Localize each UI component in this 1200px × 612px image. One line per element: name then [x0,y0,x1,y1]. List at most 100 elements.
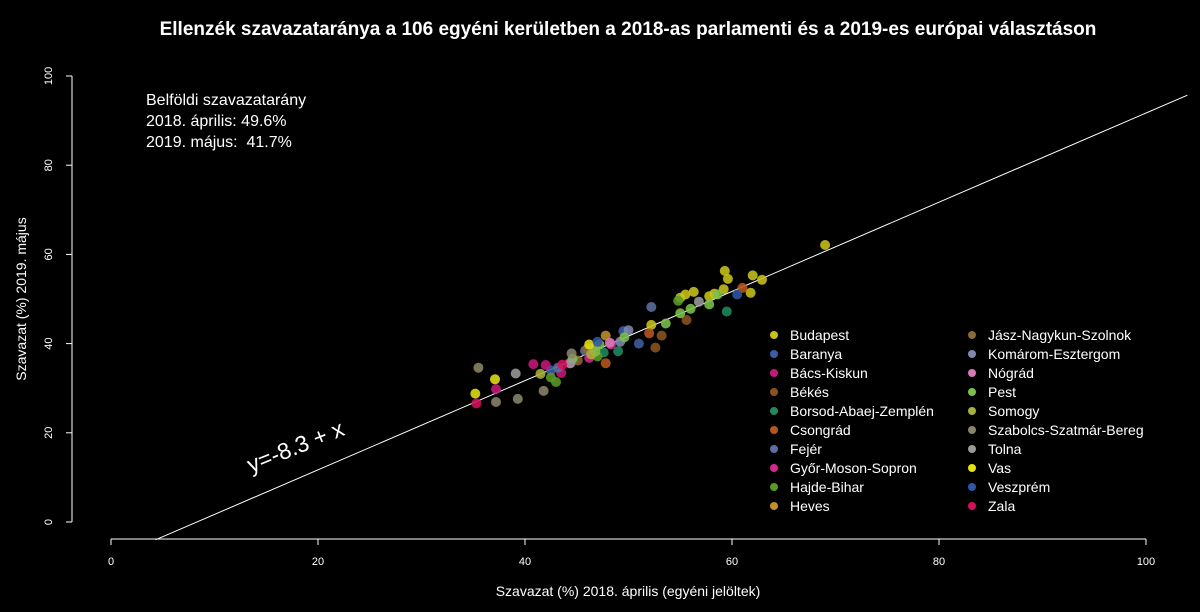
legend-label: Hajde-Bihar [790,479,864,495]
data-point [745,287,756,298]
legend-label: Zala [988,498,1015,514]
data-point [721,306,732,317]
data-point [512,393,523,404]
data-point [685,303,696,314]
data-point [471,398,482,409]
data-point [704,291,715,302]
legend-label: Győr-Moson-Sopron [790,460,917,476]
legend-swatch [770,388,778,396]
data-point [704,299,715,310]
legend-swatch [968,407,976,415]
legend-label: Komárom-Esztergom [988,346,1120,362]
data-point [491,384,501,395]
legend-swatch [968,483,976,491]
data-point [538,385,549,396]
annotation-line-2: 2018. április: 49.6% [146,113,287,130]
data-point [633,338,644,349]
legend-swatch [770,464,778,472]
legend-swatch [968,502,976,510]
x-tick-label: 80 [933,556,945,568]
data-point [757,274,767,285]
x-axis: 0 20 40 60 80 100 [108,538,1155,568]
data-point [712,289,723,300]
x-tick-label: 60 [726,556,738,568]
data-point [535,368,546,379]
data-point [551,377,561,387]
legend-label: Tolna [988,441,1022,457]
legend-swatch [770,426,778,434]
legend-label: Baranya [790,346,842,362]
legend-label: Borsod-Abaej-Zemplén [790,403,934,419]
legend-label: Nógrád [988,365,1034,381]
data-point [490,374,500,385]
legend-label: Budapest [790,327,849,343]
data-point [470,388,481,399]
y-tick-label: 20 [43,427,55,439]
chart-title: Ellenzék szavazataránya a 106 egyéni ker… [160,19,1097,40]
data-point [565,358,576,369]
data-point [693,296,704,307]
legend-swatch [968,331,976,339]
data-point [673,295,684,306]
data-point [719,265,730,276]
legend-swatch [968,426,976,434]
data-point [491,397,501,407]
legend-label: Somogy [988,403,1039,419]
legend-label: Vas [988,460,1011,476]
y-tick-label: 60 [43,248,55,260]
legend-swatch [968,464,976,472]
legend-swatch [770,407,778,415]
legend-label: Bács-Kiskun [790,365,868,381]
data-point [722,273,733,284]
legend-label: Szabolcs-Szatmár-Bereg [988,422,1144,438]
scatter-points [470,240,831,409]
legend-swatch [770,502,778,510]
legend-label: Veszprém [988,479,1050,495]
y-tick-label: 40 [43,337,55,349]
data-point [604,337,615,348]
legend-swatch [770,445,778,453]
data-point [584,339,595,350]
regression-line [155,94,1188,541]
data-point [646,319,657,330]
data-point [650,342,661,353]
x-tick-label: 40 [519,556,531,568]
data-point [540,360,551,370]
data-point [566,348,577,359]
data-point [592,336,603,347]
data-point [660,318,671,329]
annotation: Belföldi szavazatarány 2018. április: 49… [146,92,306,151]
data-point [586,349,597,360]
data-point [747,270,758,281]
x-tick-label: 20 [312,556,324,568]
legend-swatch [770,331,778,339]
legend-label: Pest [988,384,1016,400]
data-point [473,362,484,373]
legend-swatch [968,350,976,358]
data-point [688,286,699,297]
legend-swatch [968,369,976,377]
data-point [656,330,667,341]
annotation-line-1: Belföldi szavazatarány [146,92,306,109]
x-axis-label: Szavazat (%) 2018. április (egyéni jelöl… [496,583,761,599]
legend-label: Heves [790,498,830,514]
legend-swatch [968,445,976,453]
data-point [820,240,831,250]
x-tick-label: 100 [1137,556,1155,568]
legend-swatch [770,369,778,377]
legend-label: Jász-Nagykun-Szolnok [988,327,1132,343]
legend-label: Fejér [790,441,822,457]
legend-label: Csongrád [790,422,851,438]
data-point [528,359,539,370]
data-point [510,368,521,379]
data-point [646,302,657,312]
y-tick-label: 0 [43,519,55,525]
legend-swatch [770,350,778,358]
data-point [600,358,611,369]
data-point [557,359,568,370]
legend: Budapest Baranya Bács-Kiskun Békés Borsod-Ab… [770,327,1144,514]
data-point [681,315,692,325]
data-point [613,346,624,357]
